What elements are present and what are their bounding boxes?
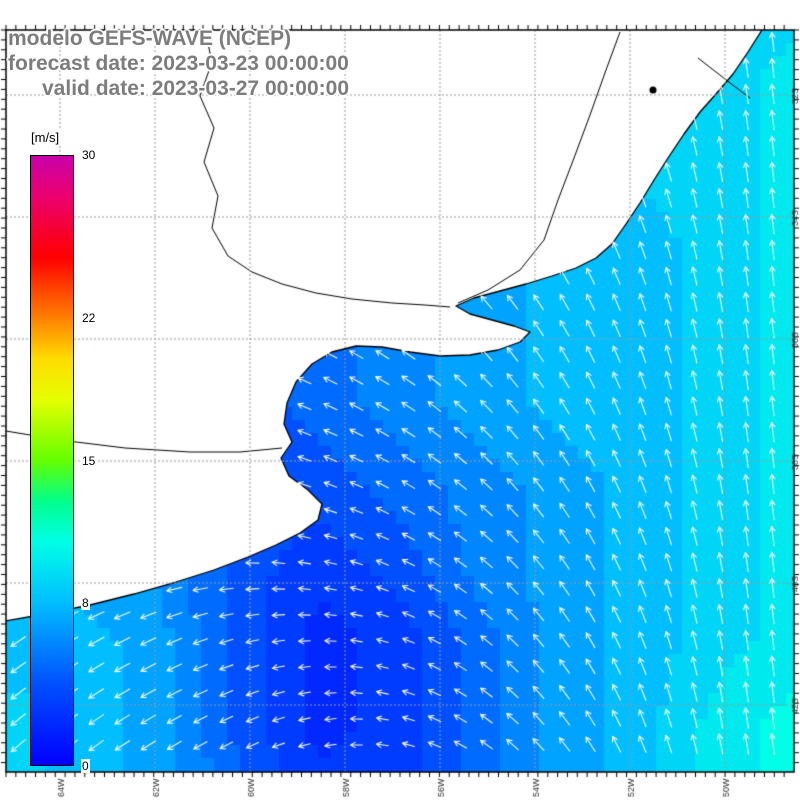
model-title: modelo GEFS-WAVE (NCEP) [8, 27, 292, 50]
colorbar-gradient [30, 155, 74, 766]
colorbar-tick-30: 30 [81, 148, 97, 162]
colorbar-tick-0: 0 [81, 759, 90, 773]
colorbar-tick-22: 22 [81, 311, 97, 325]
colorbar-tick-15: 15 [81, 454, 97, 468]
title-block: modelo GEFS-WAVE (NCEP) forecast date: 2… [8, 26, 349, 101]
valid-date-label: valid date: 2023-03-27 00:00:00 [42, 77, 350, 100]
colorbar-unit-label: [m/s] [29, 130, 62, 145]
colorbar-tick-8: 8 [81, 596, 90, 610]
forecast-date-label: forecast date: 2023-03-23 00:00:00 [8, 52, 349, 75]
